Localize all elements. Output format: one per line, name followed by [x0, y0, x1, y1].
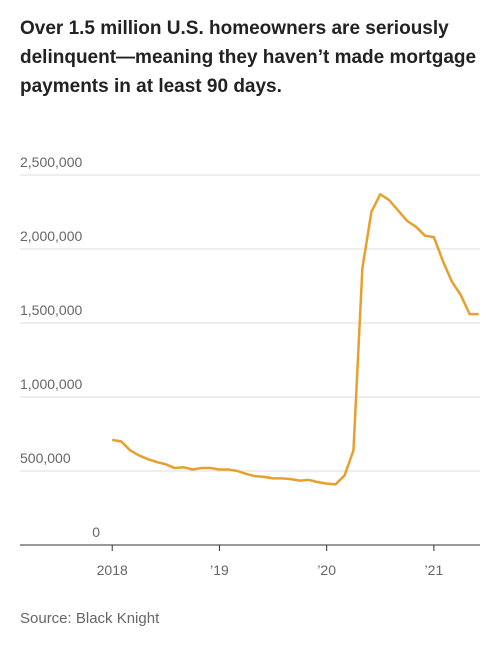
chart-title: Over 1.5 million U.S. homeowners are ser… [20, 18, 477, 97]
x-tick-label: ’21 [425, 562, 444, 578]
y-tick-label: 500,000 [20, 450, 71, 466]
y-tick-label: 2,500,000 [20, 154, 82, 170]
source: Source: Black Knight [20, 610, 160, 627]
x-tick-label: ’19 [210, 562, 229, 578]
y-tick-label: 2,000,000 [20, 228, 82, 244]
x-tick-label: ’20 [317, 562, 336, 578]
chart: 0 500,000 1,000,000 1,500,000 2,000,000 2,500… [20, 154, 480, 578]
y-tick-label: 0 [92, 524, 100, 540]
y-tick-label: 1,500,000 [20, 302, 82, 318]
x-tick-label: 2018 [97, 562, 128, 578]
line [112, 192, 479, 486]
y-tick-label: 1,000,000 [20, 376, 82, 392]
